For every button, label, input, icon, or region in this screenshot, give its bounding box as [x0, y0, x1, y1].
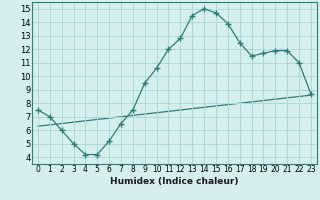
X-axis label: Humidex (Indice chaleur): Humidex (Indice chaleur) [110, 177, 239, 186]
